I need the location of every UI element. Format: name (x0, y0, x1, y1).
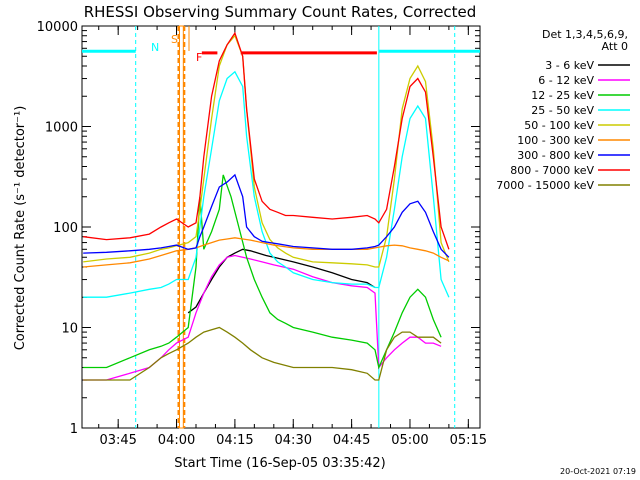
series-line-8 (83, 326, 442, 381)
flag-label-n: N (151, 41, 159, 54)
plot-frame (81, 25, 481, 429)
series-line-2 (83, 174, 442, 370)
x-tick-label: 03:45 (99, 433, 136, 448)
saa-band (178, 25, 184, 429)
x-axis-label: Start Time (16-Sep-05 03:35:42) (174, 456, 385, 471)
legend-entry-label: 6 - 12 keV (538, 74, 594, 87)
legend: Det 1,3,4,5,6,9,Att 0 3 - 6 keV 6 - 12 keV… (496, 28, 630, 192)
legend-header: Att 0 (602, 40, 628, 53)
x-tick-label: 04:15 (216, 433, 253, 448)
series-line-1 (83, 254, 442, 381)
legend-entry-label: 25 - 50 keV (531, 104, 594, 117)
flag-label-s: S (171, 33, 178, 46)
legend-entry-label: 100 - 300 keV (517, 134, 594, 147)
y-tick-label: 1000 (45, 121, 78, 136)
y-tick-label: 1 (70, 422, 78, 437)
legend-entry-label: 300 - 800 keV (517, 149, 594, 162)
series-line-0 (187, 248, 376, 314)
series-line-5 (83, 237, 450, 268)
x-tick-label: 05:00 (391, 433, 428, 448)
legend-entry-label: 3 - 6 keV (545, 59, 594, 72)
y-tick-label: 10 (61, 322, 78, 337)
x-tick-label: 04:30 (275, 433, 312, 448)
legend-entry-label: 7000 - 15000 keV (496, 179, 594, 192)
timestamp: 20-Oct-2021 07:19 (560, 467, 636, 476)
legend-entry-label: 12 - 25 keV (531, 89, 594, 102)
flag-label-f: F (196, 51, 202, 64)
series-line-6 (83, 173, 450, 258)
plot-area: 1 10 100 1000 10000 03:45 04:00 04:15 04:30 04:45… (37, 20, 487, 448)
chart-title: RHESSI Observing Summary Count Rates, Co… (84, 3, 477, 21)
y-tick-label: 10000 (37, 20, 78, 35)
y-axis-label: Corrected Count Rate (s⁻¹ detector⁻¹) (13, 106, 28, 351)
series-line-7 (83, 31, 450, 250)
legend-header: Det 1,3,4,5,6,9, (542, 28, 628, 41)
series-line-4 (83, 34, 450, 268)
legend-entry-label: 50 - 100 keV (524, 119, 594, 132)
y-tick-label: 100 (53, 221, 78, 236)
x-tick-label: 04:45 (333, 433, 370, 448)
x-tick-label: 04:00 (158, 433, 195, 448)
series-group (83, 31, 450, 381)
legend-entry-label: 800 - 7000 keV (510, 164, 594, 177)
x-tick-label: 05:15 (450, 433, 487, 448)
